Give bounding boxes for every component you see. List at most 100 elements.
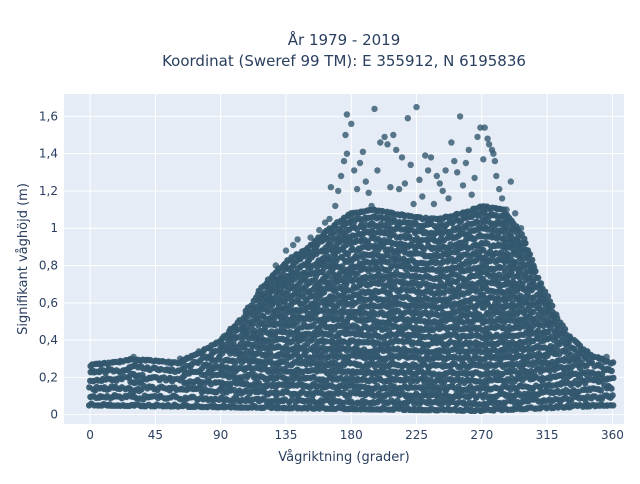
data-point xyxy=(427,154,435,161)
data-point xyxy=(424,167,432,174)
x-tick-label: 360 xyxy=(601,428,624,442)
data-point xyxy=(356,159,364,167)
data-point xyxy=(404,115,411,122)
data-point xyxy=(522,240,529,247)
data-point xyxy=(384,141,391,148)
data-point xyxy=(512,259,519,266)
data-point xyxy=(597,387,605,394)
y-tick-label: 0,4 xyxy=(39,333,58,347)
data-point xyxy=(490,150,497,157)
data-point xyxy=(503,206,510,213)
data-point xyxy=(586,355,593,362)
data-point xyxy=(416,176,423,183)
data-point xyxy=(519,281,526,288)
data-point xyxy=(401,180,409,187)
data-point xyxy=(387,184,394,191)
tick-labels: 0 45 90 135 180 225 270 315 360 0 0,2 0,4 0,6 0,8 1 1,2… xyxy=(39,109,624,442)
data-point xyxy=(436,180,443,187)
data-point xyxy=(381,133,388,141)
data-point xyxy=(433,172,440,180)
data-point xyxy=(575,348,583,355)
data-point xyxy=(307,234,314,241)
data-point xyxy=(454,169,461,176)
data-point xyxy=(608,385,615,392)
data-point xyxy=(530,308,537,316)
data-point xyxy=(530,264,538,271)
data-point xyxy=(230,339,237,347)
data-point xyxy=(451,157,458,165)
data-point xyxy=(536,281,544,288)
data-point xyxy=(462,159,470,167)
data-point xyxy=(471,174,478,182)
data-point xyxy=(321,219,329,226)
data-point xyxy=(512,210,519,217)
data-point xyxy=(465,146,472,154)
data-point xyxy=(176,355,184,362)
data-point xyxy=(362,178,369,185)
data-point xyxy=(130,353,137,361)
data-point xyxy=(507,178,514,185)
data-point xyxy=(517,225,525,232)
data-point xyxy=(258,307,265,314)
data-point xyxy=(407,161,414,168)
data-point xyxy=(413,103,420,111)
data-point xyxy=(327,184,335,191)
data-point xyxy=(282,247,290,254)
data-point xyxy=(232,325,239,333)
data-point xyxy=(316,226,323,234)
data-point xyxy=(480,156,487,163)
data-point xyxy=(442,167,449,174)
data-point xyxy=(343,150,351,157)
y-tick-label: 0,6 xyxy=(39,296,58,310)
data-point xyxy=(485,141,493,148)
data-point xyxy=(535,274,542,282)
data-point xyxy=(371,105,378,113)
data-point xyxy=(576,365,584,372)
y-tick-label: 0,8 xyxy=(39,259,58,273)
x-tick-label: 0 xyxy=(86,428,94,442)
data-point xyxy=(353,185,361,193)
data-point xyxy=(456,113,464,120)
data-point xyxy=(474,133,481,141)
data-point xyxy=(541,288,549,295)
data-point xyxy=(609,359,617,366)
data-point xyxy=(410,200,417,208)
data-point xyxy=(374,167,381,174)
data-point xyxy=(526,251,533,258)
data-point xyxy=(272,262,279,269)
data-point xyxy=(541,295,548,303)
data-point xyxy=(260,290,268,297)
data-point xyxy=(496,185,503,193)
data-point xyxy=(609,392,616,399)
data-point xyxy=(245,328,252,335)
data-points xyxy=(85,103,617,415)
data-point xyxy=(337,172,345,180)
data-point xyxy=(393,146,400,154)
y-tick-label: 0 xyxy=(50,408,58,422)
x-tick-label: 90 xyxy=(213,428,228,442)
data-point xyxy=(332,202,339,210)
x-tick-label: 270 xyxy=(470,428,493,442)
data-point xyxy=(348,120,355,128)
data-point xyxy=(493,172,500,180)
data-point xyxy=(294,236,301,243)
y-tick-label: 1,6 xyxy=(39,109,58,123)
data-point xyxy=(610,402,617,409)
data-point xyxy=(481,124,488,131)
data-point xyxy=(326,215,333,223)
y-tick-label: 1 xyxy=(50,221,58,235)
data-point xyxy=(565,339,572,347)
x-tick-label: 315 xyxy=(536,428,559,442)
data-point xyxy=(359,148,367,155)
data-point xyxy=(484,135,491,142)
x-axis-label: Vågriktning (grader) xyxy=(278,450,409,465)
data-point xyxy=(342,131,349,139)
data-point xyxy=(430,200,438,208)
data-point xyxy=(559,329,567,336)
data-point xyxy=(610,374,617,382)
data-point xyxy=(384,251,391,259)
data-point xyxy=(419,193,426,200)
data-point xyxy=(395,185,403,193)
data-point xyxy=(268,295,275,303)
